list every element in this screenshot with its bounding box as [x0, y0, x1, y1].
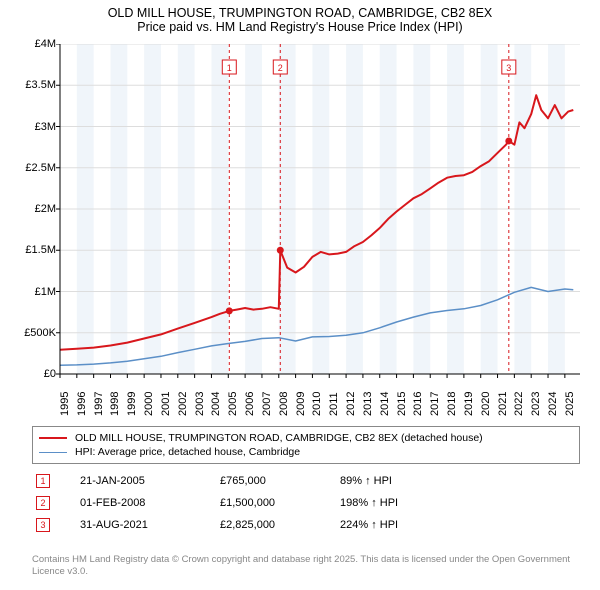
y-axis-labels: £0£500K£1M£1.5M£2M£2.5M£3M£3.5M£4M — [14, 44, 60, 374]
sales-price: £2,825,000 — [220, 519, 340, 531]
x-axis-label: 2004 — [210, 392, 212, 416]
x-axis-label: 2001 — [160, 392, 162, 416]
x-axis-label: 2021 — [497, 392, 499, 416]
x-axis-label: 2025 — [564, 392, 566, 416]
x-axis-label: 2016 — [412, 392, 414, 416]
x-axis-label: 1999 — [126, 392, 128, 416]
footnote: Contains HM Land Registry data © Crown c… — [32, 554, 580, 579]
x-axis-label: 2006 — [244, 392, 246, 416]
y-axis-label: £3.5M — [25, 79, 56, 91]
y-axis-label: £2M — [35, 203, 56, 215]
sales-date: 21-JAN-2005 — [80, 475, 220, 487]
chart-svg: 1 2 3 — [55, 44, 580, 379]
chart-plot-area: 1 2 3 — [60, 44, 580, 374]
x-axis-labels: 1995 1996 1997 1998 1999 2000 2001 2002 2003 2004… — [60, 378, 580, 422]
x-axis-label: 2024 — [547, 392, 549, 416]
x-axis-label: 2020 — [480, 392, 482, 416]
x-axis-label: 2008 — [278, 392, 280, 416]
x-axis-label: 2012 — [345, 392, 347, 416]
x-axis-label: 2000 — [143, 392, 145, 416]
y-axis-label: £500K — [24, 327, 56, 339]
x-axis-label: 2017 — [429, 392, 431, 416]
x-axis-label: 2013 — [362, 392, 364, 416]
y-axis-label: £4M — [35, 38, 56, 50]
x-axis-label: 2007 — [261, 392, 263, 416]
sales-price: £1,500,000 — [220, 497, 340, 509]
y-axis-label: £1.5M — [25, 244, 56, 256]
sales-date: 31-AUG-2021 — [80, 519, 220, 531]
y-axis-label: £2.5M — [25, 162, 56, 174]
x-axis-label: 2003 — [194, 392, 196, 416]
sales-pct: 224% ↑ HPI — [340, 519, 470, 531]
legend-swatch — [39, 437, 67, 439]
x-axis-label: 2009 — [295, 392, 297, 416]
y-axis-label: £3M — [35, 121, 56, 133]
x-axis-label: 2019 — [463, 392, 465, 416]
sales-date: 01-FEB-2008 — [80, 497, 220, 509]
sales-price: £765,000 — [220, 475, 340, 487]
title-block: OLD MILL HOUSE, TRUMPINGTON ROAD, CAMBRI… — [0, 0, 600, 36]
x-axis-label: 2014 — [379, 392, 381, 416]
title-address: OLD MILL HOUSE, TRUMPINGTON ROAD, CAMBRI… — [10, 6, 590, 20]
legend-label: HPI: Average price, detached house, Camb… — [75, 446, 300, 458]
legend-label: OLD MILL HOUSE, TRUMPINGTON ROAD, CAMBRI… — [75, 432, 483, 444]
title-subtitle: Price paid vs. HM Land Registry's House … — [10, 20, 590, 34]
sales-row: 1 21-JAN-2005£765,00089% ↑ HPI — [32, 470, 580, 492]
x-axis-label: 2002 — [177, 392, 179, 416]
x-axis-label: 1996 — [76, 392, 78, 416]
sale-marker-number: 3 — [506, 63, 511, 73]
legend-row: OLD MILL HOUSE, TRUMPINGTON ROAD, CAMBRI… — [39, 431, 573, 445]
legend-swatch — [39, 452, 67, 453]
legend-row: HPI: Average price, detached house, Camb… — [39, 445, 573, 459]
x-axis-label: 2010 — [311, 392, 313, 416]
sales-marker: 2 — [36, 496, 50, 510]
x-axis-label: 1995 — [59, 392, 61, 416]
sales-marker: 1 — [36, 474, 50, 488]
x-axis-label: 2011 — [328, 392, 330, 416]
y-axis-label: £1M — [35, 286, 56, 298]
sales-row: 3 31-AUG-2021£2,825,000224% ↑ HPI — [32, 514, 580, 536]
x-axis-label: 2015 — [396, 392, 398, 416]
sales-pct: 198% ↑ HPI — [340, 497, 470, 509]
x-axis-label: 1997 — [93, 392, 95, 416]
sales-row: 2 01-FEB-2008£1,500,000198% ↑ HPI — [32, 492, 580, 514]
chart-container: OLD MILL HOUSE, TRUMPINGTON ROAD, CAMBRI… — [0, 0, 600, 590]
x-axis-label: 2005 — [227, 392, 229, 416]
sales-table: 1 21-JAN-2005£765,00089% ↑ HPI 2 01-FEB-200… — [32, 470, 580, 536]
legend: OLD MILL HOUSE, TRUMPINGTON ROAD, CAMBRI… — [32, 426, 580, 464]
x-axis-label: 2022 — [513, 392, 515, 416]
x-axis-label: 2018 — [446, 392, 448, 416]
sales-pct: 89% ↑ HPI — [340, 475, 470, 487]
x-axis-label: 2023 — [530, 392, 532, 416]
sale-marker-number: 2 — [278, 63, 283, 73]
x-axis-label: 1998 — [109, 392, 111, 416]
sale-marker-number: 1 — [227, 63, 232, 73]
sales-marker: 3 — [36, 518, 50, 532]
